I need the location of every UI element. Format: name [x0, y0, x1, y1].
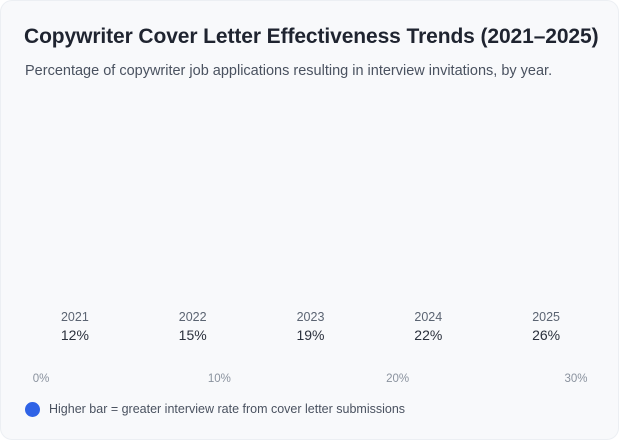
category-label: 2022	[179, 310, 207, 324]
category-label: 2025	[532, 310, 560, 324]
chart-legend: Higher bar = greater interview rate from…	[25, 400, 405, 418]
tick-label: 10%	[208, 373, 231, 385]
tick-label: 0%	[33, 373, 50, 385]
data-label: 15%	[179, 327, 207, 343]
legend-label: Higher bar = greater interview rate from…	[49, 402, 406, 416]
data-label: 26%	[532, 327, 560, 343]
category-label: 2023	[297, 310, 325, 324]
data-label: 12%	[61, 327, 89, 343]
tick-label: 30%	[564, 373, 587, 385]
tick-label: 20%	[386, 373, 409, 385]
data-label: 22%	[414, 327, 442, 343]
category-label: 2021	[61, 310, 89, 324]
category-label: 2024	[414, 310, 442, 324]
chart-title: Copywriter Cover Letter Effectiveness Tr…	[24, 25, 599, 48]
chart-subtitle: Percentage of copywriter job application…	[25, 63, 553, 79]
data-label: 19%	[296, 327, 324, 343]
legend-swatch-icon	[25, 401, 40, 417]
